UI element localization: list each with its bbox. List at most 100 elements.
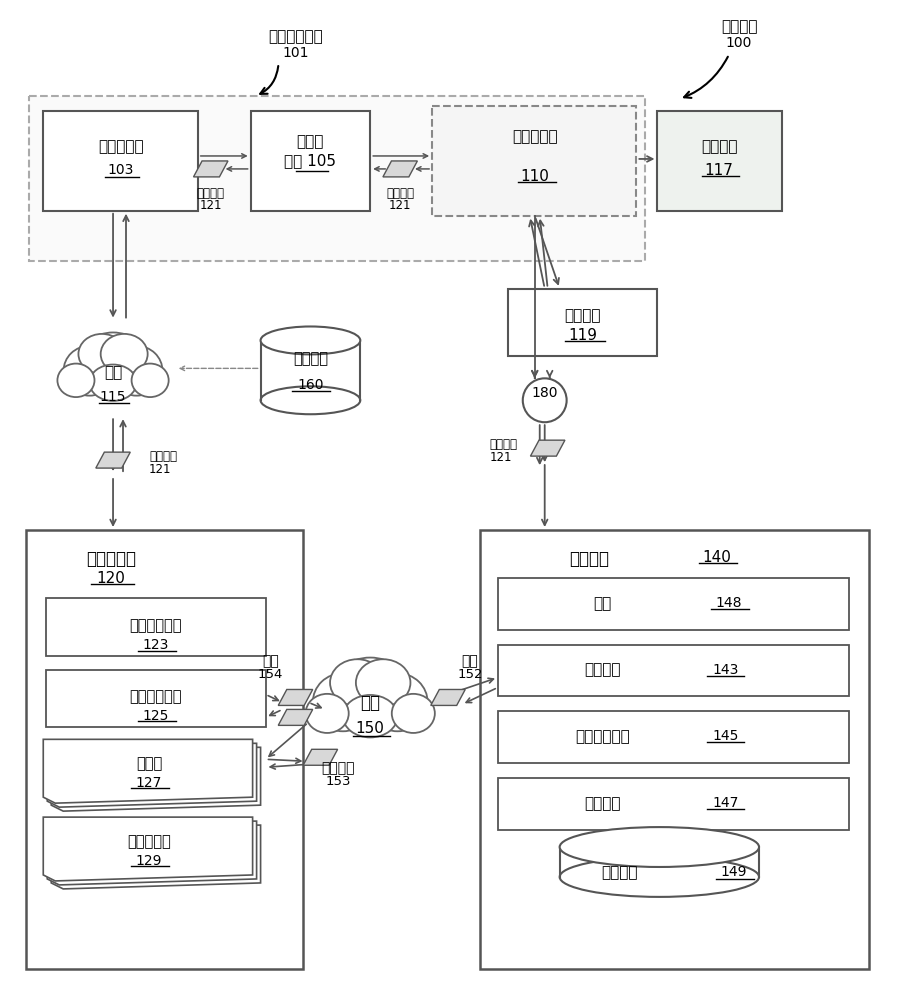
- Polygon shape: [304, 749, 338, 765]
- Text: 153: 153: [326, 775, 351, 788]
- Text: 卫星接口组件: 卫星接口组件: [575, 729, 629, 744]
- Text: 务器 105: 务器 105: [285, 153, 337, 168]
- Text: 152: 152: [457, 668, 483, 681]
- Bar: [497, 645, 849, 696]
- Text: 115: 115: [100, 390, 127, 404]
- Ellipse shape: [305, 694, 348, 733]
- Ellipse shape: [356, 659, 410, 706]
- Text: 117: 117: [705, 163, 734, 178]
- Ellipse shape: [367, 673, 427, 731]
- Text: 125: 125: [143, 709, 169, 723]
- Text: 数据存储: 数据存储: [602, 865, 638, 880]
- Text: 网络: 网络: [104, 365, 122, 380]
- Text: 应用: 应用: [594, 596, 612, 611]
- Ellipse shape: [57, 364, 94, 397]
- Text: 内容服务器: 内容服务器: [98, 139, 144, 154]
- Text: 媒体项: 媒体项: [136, 756, 162, 771]
- Text: 用户设备: 用户设备: [569, 550, 610, 568]
- Polygon shape: [48, 743, 257, 807]
- Text: 数据分组: 数据分组: [149, 450, 177, 463]
- Text: 160: 160: [297, 378, 323, 392]
- Text: 请求: 请求: [462, 655, 479, 669]
- Text: 输入设备: 输入设备: [564, 309, 601, 324]
- Polygon shape: [48, 821, 257, 885]
- Text: 系统架构: 系统架构: [721, 19, 757, 34]
- Text: 154: 154: [258, 668, 283, 681]
- Text: 123: 123: [143, 638, 169, 652]
- Text: 110: 110: [520, 169, 550, 184]
- Text: 授权组件: 授权组件: [585, 796, 621, 811]
- Ellipse shape: [260, 386, 360, 414]
- Text: 数据分组: 数据分组: [197, 187, 224, 200]
- Bar: [432, 106, 637, 216]
- Bar: [497, 578, 849, 630]
- Polygon shape: [43, 739, 252, 803]
- Text: 127: 127: [136, 776, 163, 790]
- Bar: [480, 530, 868, 969]
- Ellipse shape: [392, 694, 435, 733]
- Polygon shape: [193, 161, 228, 177]
- Text: 显示设备: 显示设备: [701, 139, 737, 154]
- Bar: [30, 96, 646, 261]
- Ellipse shape: [110, 346, 163, 396]
- Text: 145: 145: [712, 729, 738, 743]
- Text: 140: 140: [703, 550, 732, 565]
- Text: 卫星分发组件: 卫星分发组件: [129, 618, 182, 633]
- Ellipse shape: [313, 673, 373, 731]
- Text: 媒体服务器: 媒体服务器: [86, 550, 136, 568]
- Polygon shape: [278, 709, 313, 725]
- Bar: [47, 670, 266, 727]
- Text: 149: 149: [721, 865, 747, 879]
- Bar: [497, 711, 849, 763]
- Text: 121: 121: [199, 199, 222, 212]
- Bar: [559, 847, 759, 877]
- Text: 103: 103: [108, 163, 134, 177]
- Polygon shape: [431, 689, 465, 705]
- Text: 143: 143: [712, 663, 738, 677]
- Polygon shape: [96, 452, 130, 468]
- Text: 响应: 响应: [262, 655, 279, 669]
- Circle shape: [523, 378, 567, 422]
- Text: 129: 129: [136, 854, 163, 868]
- Text: 卫星机顶盒: 卫星机顶盒: [512, 129, 558, 144]
- Polygon shape: [531, 440, 565, 456]
- Text: 100: 100: [726, 36, 753, 50]
- Ellipse shape: [559, 857, 759, 897]
- Ellipse shape: [101, 334, 147, 374]
- Text: 180: 180: [532, 386, 558, 400]
- Ellipse shape: [330, 658, 409, 725]
- Bar: [251, 111, 370, 211]
- Ellipse shape: [64, 346, 116, 396]
- Polygon shape: [51, 825, 260, 889]
- Bar: [43, 111, 198, 211]
- Text: 147: 147: [712, 796, 738, 810]
- Text: 网络: 网络: [360, 694, 380, 712]
- Text: 101: 101: [282, 46, 309, 60]
- Bar: [507, 289, 657, 356]
- Text: 119: 119: [568, 328, 597, 343]
- Ellipse shape: [559, 827, 759, 867]
- Ellipse shape: [132, 364, 169, 397]
- Text: 补充媒体项: 补充媒体项: [127, 834, 171, 849]
- Bar: [497, 778, 849, 830]
- Text: 120: 120: [97, 571, 126, 586]
- Ellipse shape: [343, 695, 398, 737]
- Polygon shape: [278, 689, 313, 705]
- Text: 数据分组: 数据分组: [386, 187, 414, 200]
- Text: 数据存储: 数据存储: [293, 351, 328, 366]
- Polygon shape: [51, 747, 260, 811]
- Text: 121: 121: [490, 451, 513, 464]
- Text: 调度数据: 调度数据: [321, 761, 355, 775]
- Ellipse shape: [330, 659, 384, 706]
- Text: 148: 148: [716, 596, 743, 610]
- Text: 前端服: 前端服: [296, 134, 324, 149]
- Text: 连接组件: 连接组件: [585, 663, 621, 678]
- Text: 121: 121: [389, 199, 411, 212]
- Bar: [26, 530, 304, 969]
- Bar: [47, 598, 266, 656]
- Ellipse shape: [260, 326, 360, 354]
- Text: 121: 121: [149, 463, 172, 476]
- Text: 数据分组: 数据分组: [490, 438, 518, 451]
- Ellipse shape: [79, 332, 147, 390]
- Bar: [260, 340, 360, 400]
